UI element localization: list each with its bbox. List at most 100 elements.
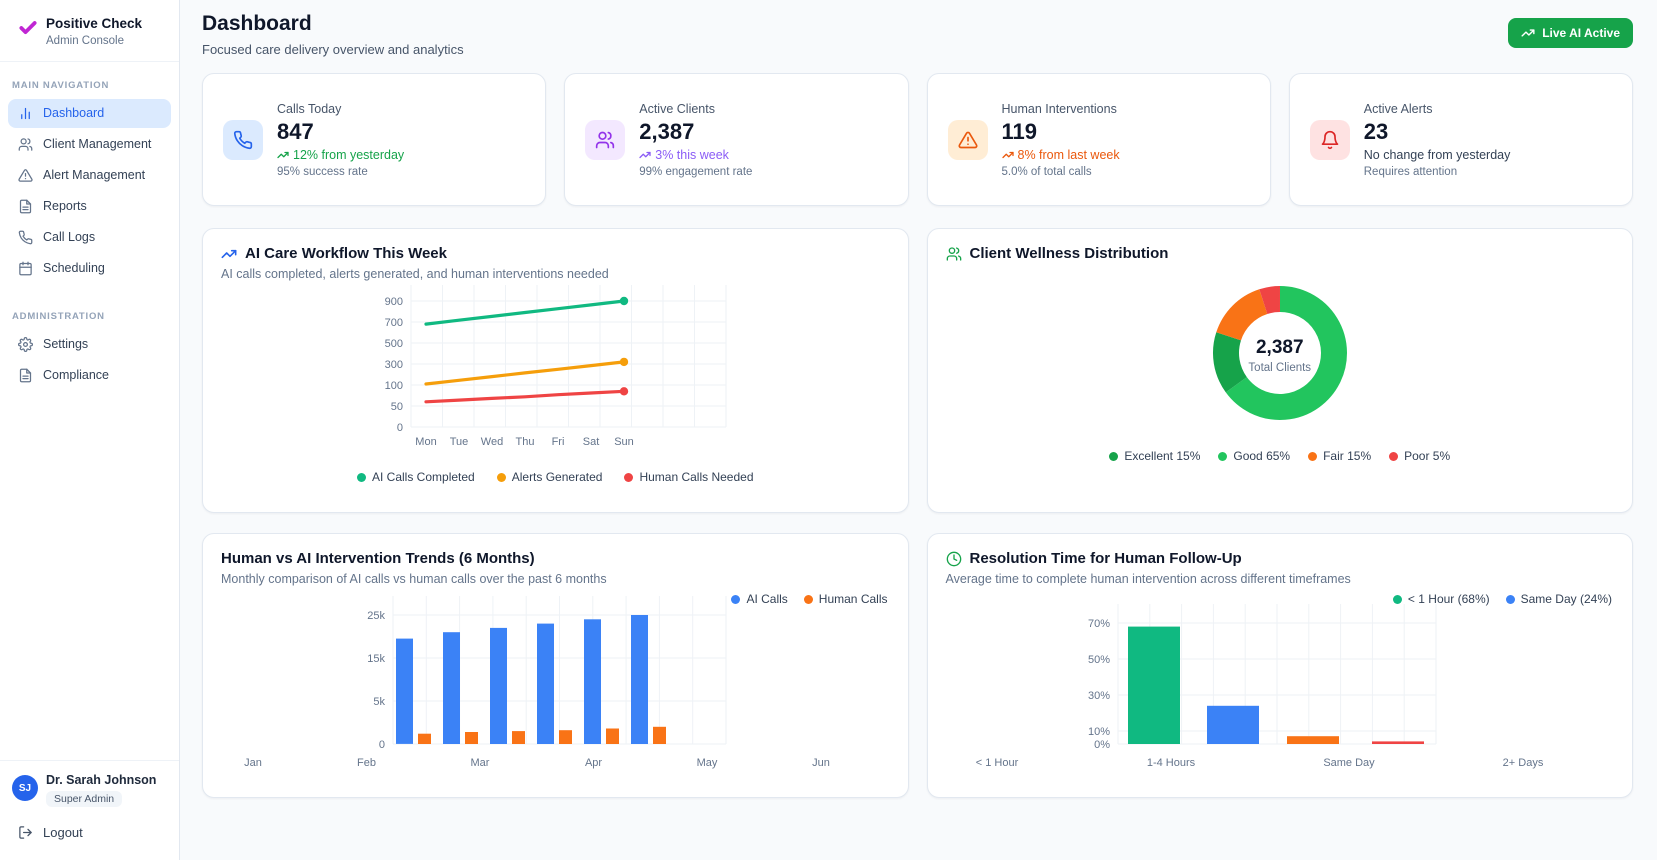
stat-label: Active Alerts [1363,101,1433,116]
sidebar-item-scheduling[interactable]: Scheduling [8,254,171,283]
stat-label: Human Interventions [1001,101,1117,116]
chart-subtitle: Monthly comparison of AI calls vs human … [221,572,607,586]
svg-text:0: 0 [379,739,385,751]
donut-legend: Excellent 15% Good 65% Fair 15% Poor 5% [946,449,1615,463]
legend-dot [1505,594,1515,604]
svg-text:Same Day: Same Day [1323,757,1375,769]
legend-label: Excellent 15% [1124,449,1201,463]
legend-label: AI Calls Completed [372,470,475,484]
stat-trend: No change from yesterday [1363,147,1511,162]
stat-trend: 3% this week [639,148,752,162]
line-chart-legend: AI Calls Completed Alerts Generated Human … [221,470,890,484]
legend-item: Human Calls [803,592,888,606]
sidebar-item-settings[interactable]: Settings [8,330,171,359]
trend-up-icon [277,149,289,161]
stat-value: 847 [277,118,314,144]
chart-subtitle: Average time to complete human intervent… [945,572,1351,586]
chart-title: Client Wellness Distribution [969,245,1169,262]
donut-chart-svg [1212,286,1347,420]
legend-dot [731,594,741,604]
chart-subtitle: AI calls completed, alerts generated, an… [221,267,609,281]
svg-text:Wed: Wed [481,436,503,448]
sidebar-item-reports[interactable]: Reports [8,192,171,221]
svg-text:900: 900 [385,296,403,308]
live-ai-active-badge[interactable]: Live AI Active [1508,18,1633,48]
svg-text:Sun: Sun [614,436,634,448]
stat-card-human-interventions: Human Interventions 119 8% from last week 5… [926,73,1271,206]
svg-text:Fri: Fri [552,436,565,448]
stat-sub: Requires attention [1363,165,1458,178]
sidebar-footer: SJ Dr. Sarah Johnson Super Admin Logout [0,760,179,860]
svg-text:70%: 70% [1087,618,1109,630]
trending-up-icon [221,249,237,258]
stat-value: 119 [1001,118,1038,144]
sidebar-item-label: Dashboard [43,106,105,121]
trending-up-icon [1521,29,1535,37]
legend-dot [803,594,813,604]
legend-label: Alerts Generated [511,470,603,484]
sidebar-item-dashboard[interactable]: Dashboard [8,98,171,128]
legend-item: Good 65% [1218,449,1290,463]
sidebar: Positive Check Admin Console MAIN NAVIGA… [0,0,180,860]
svg-text:10%: 10% [1087,726,1109,738]
stat-trend: 8% from last week [1001,148,1120,162]
svg-text:500: 500 [385,338,403,350]
legend-dot [1218,451,1228,461]
svg-text:Sat: Sat [583,436,600,448]
chart-card-wellness: Client Wellness Distribution 2,387 Total… [926,228,1633,513]
legend-label: Same Day (24%) [1520,592,1612,606]
legend-dot [357,472,366,482]
brand-check-icon [18,18,38,43]
svg-text:0: 0 [397,422,403,434]
main-content: Dashboard Focused care delivery overview… [180,0,1657,860]
legend-item: AI Calls [731,592,788,606]
donut-chart [1205,278,1355,433]
stat-trend: 12% from yesterday [277,148,404,162]
legend-label: Human Calls [818,592,888,606]
file-text-icon [19,199,32,214]
bar-chart-icon [21,107,30,119]
bell-icon [1321,130,1339,149]
sidebar-item-label: Call Logs [43,230,96,245]
sidebar-item-alert-management[interactable]: Alert Management [8,161,171,190]
svg-text:5k: 5k [373,696,385,708]
sidebar-item-label: Client Management [43,137,152,152]
logout-button[interactable]: Logout [12,821,169,844]
line-chart: 0 50 100 300 500 700 900 Mon Tue Wed Thu Fri Sat Sun [221,281,890,466]
legend-label: AI Calls [746,592,788,606]
chart-title: Human vs AI Intervention Trends (6 Month… [221,550,535,567]
legend-label: Fair 15% [1323,449,1372,463]
svg-text:30%: 30% [1087,690,1109,702]
nav-section-label: MAIN NAVIGATION [12,79,110,91]
legend-item: AI Calls Completed [357,470,475,484]
alert-triangle-icon [947,119,988,160]
legend-item: Poor 5% [1389,449,1450,463]
svg-text:Jun: Jun [812,757,830,769]
sidebar-item-call-logs[interactable]: Call Logs [8,223,171,252]
svg-text:100: 100 [385,380,403,392]
live-badge-label: Live AI Active [1542,26,1620,40]
stat-label: Calls Today [277,101,342,116]
sidebar-item-client-management[interactable]: Client Management [8,130,171,159]
nav-section-label: ADMINISTRATION [12,310,105,322]
legend-label: Human Calls Needed [639,470,754,484]
chart-card-ai-workflow: AI Care Workflow This Week AI calls comp… [202,228,909,513]
trend-up-icon [639,149,651,161]
brand: Positive Check Admin Console [0,0,179,62]
legend-item: Fair 15% [1308,449,1371,463]
sidebar-item-label: Reports [43,199,87,214]
svg-text:50: 50 [391,401,403,413]
chart-card-resolution-time: Resolution Time for Human Follow-Up Aver… [926,533,1633,798]
page-title: Dashboard [202,12,312,35]
stat-sub: 5.0% of total calls [1001,165,1092,178]
stat-label: Active Clients [639,101,715,116]
legend-item: Same Day (24%) [1505,592,1612,606]
svg-text:Apr: Apr [585,757,602,769]
svg-text:0%: 0% [1094,739,1110,751]
grouped-bar-chart: 0 5k 15k 25k Jan Feb Mar Apr May Jun [221,586,890,786]
phone-icon [223,119,263,160]
chart-title: AI Care Workflow This Week [245,245,447,262]
sidebar-item-compliance[interactable]: Compliance [8,361,171,390]
resolution-bar-chart-svg: 0%10% 30% 50% 70% < 1 Hour 1-4 Hours Same Day 2… [975,604,1543,769]
legend-dot [1109,451,1119,461]
